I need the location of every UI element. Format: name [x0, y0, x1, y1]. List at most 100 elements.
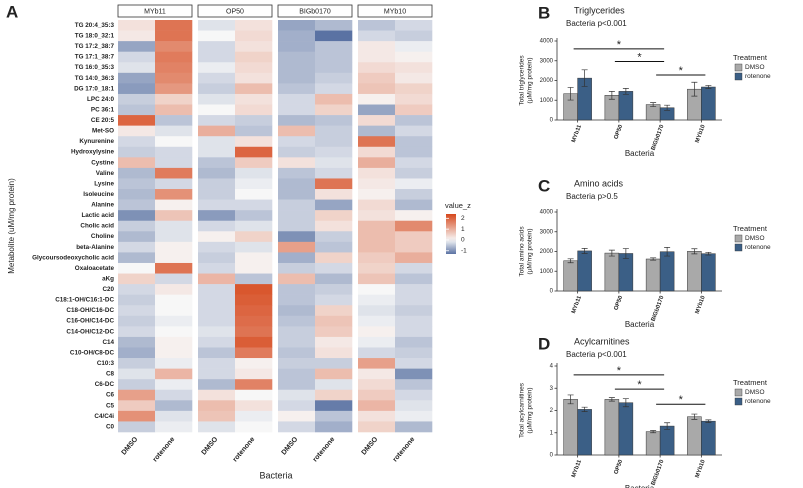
heat-cell: [198, 252, 236, 264]
y-tick-label: 0: [550, 289, 554, 295]
colorbar-tick-label: 1: [461, 226, 465, 233]
heat-cell: [155, 220, 193, 232]
legend-swatch: [734, 397, 743, 406]
column-label: rotenone: [232, 436, 257, 464]
heat-cell: [358, 273, 396, 285]
y-tick-label: 1000: [540, 98, 554, 104]
heat-cell: [278, 210, 316, 222]
heat-cell: [235, 358, 273, 369]
heat-cell: [235, 220, 273, 232]
heat-cell: [198, 146, 236, 158]
heat-cell: [278, 115, 316, 126]
heat-cell: [155, 157, 193, 169]
heat-cell: [315, 220, 353, 232]
heat-cell: [155, 273, 193, 285]
heat-cell: [315, 400, 353, 412]
heat-cell: [395, 125, 433, 137]
row-label: TG 17:1_38:7: [75, 54, 115, 61]
heat-cell: [235, 231, 273, 243]
y-tick-label: 0: [550, 118, 554, 124]
heat-cell: [198, 368, 236, 380]
heat-cell: [315, 379, 353, 391]
chart-title: Triglycerides: [574, 5, 625, 15]
x-axis-label: Bacteria: [625, 320, 655, 329]
heat-cell: [118, 421, 156, 433]
heat-cell: [358, 189, 396, 200]
heat-cell: [358, 167, 396, 179]
panel-label: A: [6, 2, 18, 21]
heat-cell: [358, 93, 396, 105]
heat-cell: [315, 104, 353, 116]
heat-cell: [118, 51, 156, 63]
heat-cell: [315, 368, 353, 380]
heat-cell: [278, 136, 316, 148]
heat-cell: [118, 336, 156, 348]
heat-cell: [358, 62, 396, 74]
panel-label: B: [538, 3, 550, 22]
error-bar: [567, 394, 574, 405]
bar: [687, 251, 702, 292]
heat-cell: [235, 41, 273, 52]
heat-cell: [395, 241, 433, 253]
heat-cell: [395, 262, 433, 274]
row-label: C14-OH/C12-DC: [66, 328, 114, 335]
heat-cell: [358, 72, 396, 84]
heat-cell: [235, 347, 273, 359]
y-axis-label: Total acylcarnitines: [519, 382, 526, 438]
heat-cell: [278, 41, 316, 52]
heat-cell: [315, 199, 353, 211]
heat-cell: [118, 389, 156, 401]
heat-cell: [315, 125, 353, 137]
row-label: Choline: [91, 233, 115, 240]
chart-title: Amino acids: [574, 178, 624, 188]
heat-cell: [278, 146, 316, 158]
heat-cell: [278, 231, 316, 243]
heat-cell: [155, 410, 193, 422]
column-label: DMSO: [201, 436, 220, 457]
significance-label: *: [679, 394, 684, 406]
heat-cell: [315, 146, 353, 158]
heat-cell: [278, 315, 316, 327]
heat-cell: [155, 305, 193, 317]
heat-cell: [155, 41, 193, 52]
heat-cell: [278, 305, 316, 317]
column-label: DMSO: [121, 436, 140, 457]
row-label: C4/C4i: [94, 413, 114, 420]
error-bar: [650, 430, 657, 434]
heat-cell: [118, 72, 156, 84]
heat-cell: [235, 336, 273, 348]
row-label: Hydroxylysine: [71, 149, 115, 156]
row-label: C14: [102, 339, 114, 346]
y-tick-label: 4000: [540, 210, 554, 216]
heat-cell: [155, 294, 193, 306]
x-tick-label: MYb10: [695, 124, 707, 144]
row-label: CE 20:5: [91, 117, 115, 124]
legend-label: DMSO: [745, 64, 765, 71]
row-label: Glycoursodeoxycholic acid: [32, 254, 114, 261]
x-tick-label: OP50: [613, 124, 624, 140]
row-label: Valine: [96, 170, 115, 177]
heat-cell: [155, 252, 193, 264]
heat-cell: [198, 262, 236, 274]
error-bar: [691, 81, 698, 97]
bar: [645, 431, 661, 456]
heat-cell: [358, 241, 396, 253]
heat-cell: [315, 241, 353, 253]
heat-cell: [315, 72, 353, 84]
heat-cell: [198, 400, 236, 412]
heat-cell: [358, 305, 396, 317]
heat-cell: [118, 167, 156, 179]
colorbar-tick-label: -1: [461, 247, 467, 254]
heat-cell: [198, 389, 236, 401]
heat-cell: [315, 20, 353, 31]
heat-cell: [395, 252, 433, 264]
heat-cell: [395, 93, 433, 105]
heat-cell: [198, 410, 236, 422]
heat-cell: [315, 252, 353, 264]
heat-cell: [315, 189, 353, 200]
heat-cell: [358, 157, 396, 169]
row-label: Lactic acid: [81, 212, 114, 219]
colorbar-tick-label: 2: [461, 215, 465, 222]
annotation: Bacteria p>0.5: [566, 192, 618, 201]
error-bar: [705, 419, 712, 423]
